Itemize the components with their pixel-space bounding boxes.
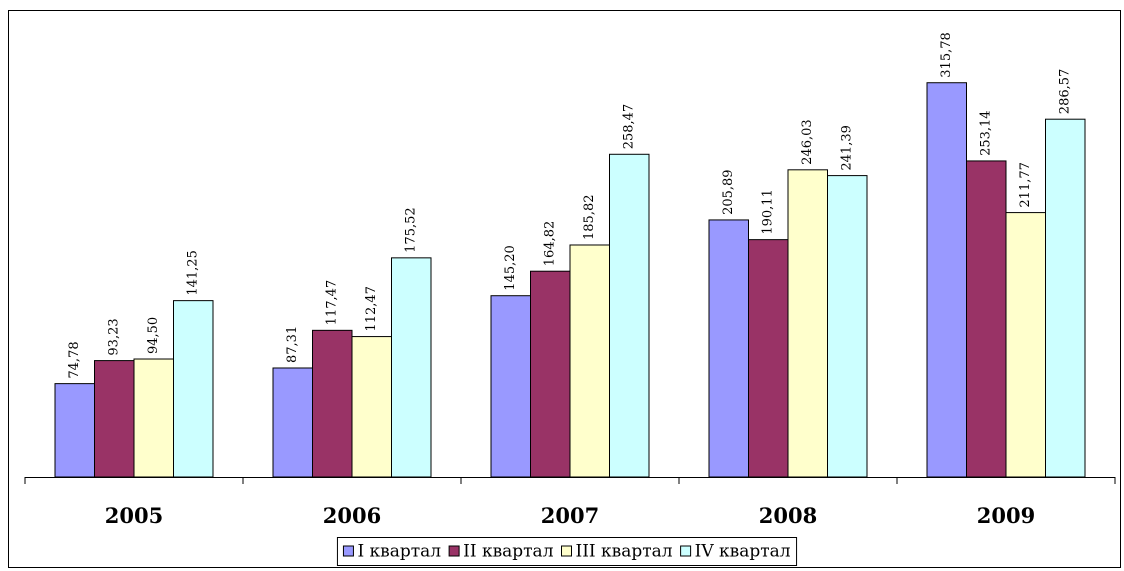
- legend-swatch: [561, 545, 572, 557]
- x-tick-label: 2008: [759, 503, 817, 528]
- legend-label: II квартал: [463, 542, 554, 562]
- bar: [569, 244, 610, 478]
- bar: [272, 367, 313, 478]
- legend-label: I квартал: [357, 542, 441, 562]
- bar: [351, 336, 392, 478]
- value-label: 87,31: [285, 326, 300, 363]
- x-tick-label: 2006: [323, 503, 381, 528]
- bar: [173, 300, 214, 478]
- bar: [1005, 212, 1046, 478]
- value-label: 117,47: [325, 280, 340, 326]
- value-label: 112,47: [364, 286, 379, 332]
- bar: [530, 270, 571, 478]
- bar: [391, 257, 432, 478]
- value-label: 246,03: [800, 119, 815, 165]
- bar: [54, 383, 95, 478]
- x-tick-label: 2005: [105, 503, 163, 528]
- value-label: 145,20: [503, 245, 518, 291]
- bar: [827, 175, 868, 478]
- value-label: 253,14: [979, 110, 994, 156]
- value-label: 94,50: [146, 317, 161, 354]
- value-label: 315,78: [939, 32, 954, 78]
- value-label: 286,57: [1058, 69, 1073, 115]
- value-label: 141,25: [186, 250, 201, 296]
- value-label: 164,82: [543, 221, 558, 267]
- value-label: 74,78: [67, 341, 82, 378]
- value-label: 190,11: [761, 189, 776, 235]
- bar: [787, 169, 828, 478]
- bar: [966, 160, 1007, 478]
- value-label: 258,47: [622, 104, 637, 150]
- legend-label: III квартал: [576, 542, 673, 562]
- legend-swatch: [680, 545, 692, 557]
- value-label: 205,89: [721, 169, 736, 215]
- bar: [133, 358, 174, 478]
- value-label: 211,77: [1018, 162, 1033, 208]
- legend-swatch: [342, 545, 354, 557]
- bar: [926, 82, 967, 478]
- bar: [94, 360, 135, 478]
- value-label: 241,39: [840, 125, 855, 171]
- legend: I квартал II квартал III квартал IV квартал: [336, 537, 798, 566]
- legend-swatch: [448, 545, 460, 557]
- value-label: 185,82: [582, 194, 597, 240]
- x-tick-label: 2009: [977, 503, 1035, 528]
- bar: [609, 153, 650, 478]
- x-tick-label: 2007: [541, 503, 599, 528]
- bar: [708, 219, 749, 478]
- bar: [748, 239, 789, 478]
- bar: [490, 295, 531, 478]
- legend-label: IV квартал: [695, 542, 791, 562]
- bar: [1045, 118, 1086, 478]
- value-label: 93,23: [107, 318, 122, 355]
- bar: [312, 329, 353, 478]
- value-label: 175,52: [404, 207, 419, 253]
